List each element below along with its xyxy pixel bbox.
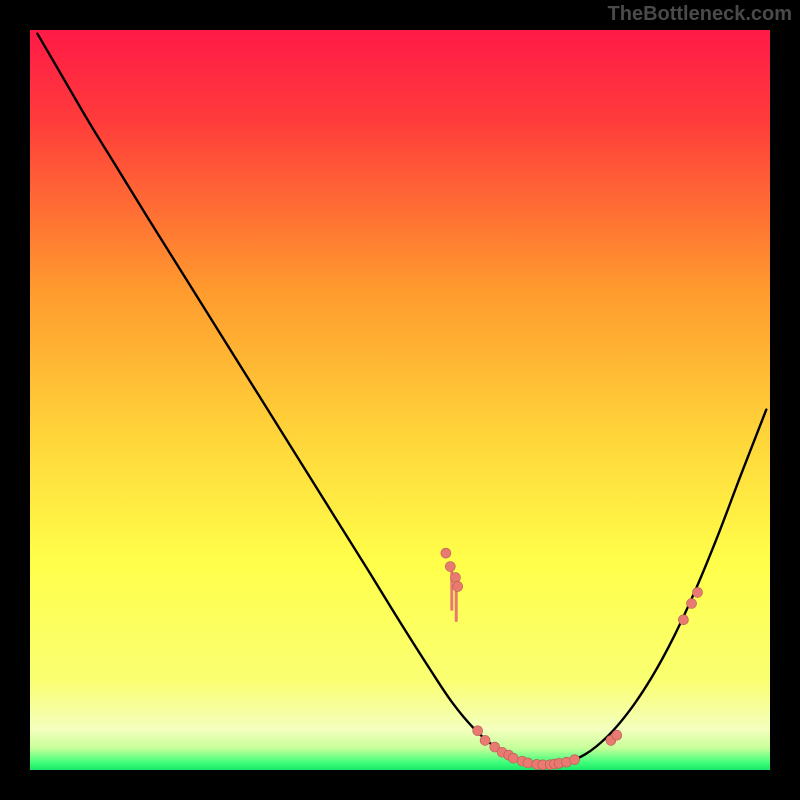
scatter-marker <box>508 753 518 763</box>
scatter-marker <box>480 735 490 745</box>
scatter-marker <box>570 755 580 765</box>
chart-area <box>30 30 770 770</box>
scatter-marker <box>445 562 455 572</box>
scatter-marker <box>473 726 483 736</box>
scatter-marker <box>441 548 451 558</box>
scatter-marker <box>678 615 688 625</box>
chart-svg <box>30 30 770 770</box>
scatter-marker <box>453 581 463 591</box>
chart-background <box>30 30 770 770</box>
scatter-marker <box>612 730 622 740</box>
watermark-text: TheBottleneck.com <box>608 3 792 26</box>
scatter-marker <box>692 587 702 597</box>
scatter-marker <box>451 573 461 583</box>
scatter-marker <box>687 599 697 609</box>
scatter-marker <box>523 758 533 768</box>
